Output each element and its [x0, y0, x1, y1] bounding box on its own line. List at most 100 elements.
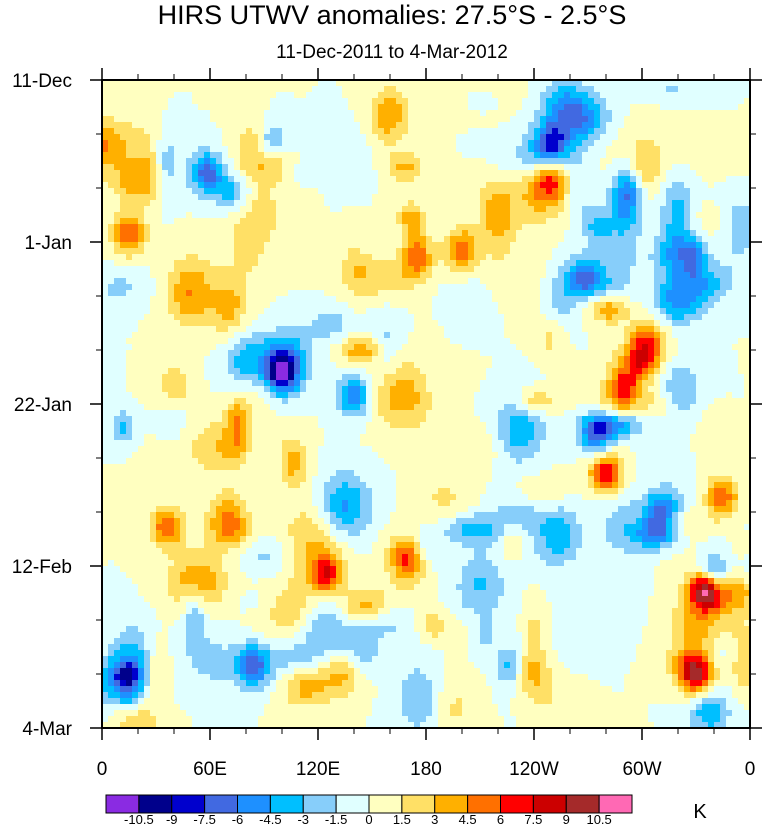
- heatmap-cell: [708, 98, 715, 105]
- heatmap-cell: [588, 242, 595, 249]
- heatmap-cell: [132, 356, 139, 363]
- heatmap-cell: [426, 170, 433, 177]
- heatmap-cell: [150, 128, 157, 135]
- heatmap-cell: [438, 104, 445, 111]
- heatmap-cell: [390, 188, 397, 195]
- heatmap-cell: [366, 284, 373, 291]
- heatmap-cell: [336, 86, 343, 93]
- heatmap-cell: [294, 344, 301, 351]
- heatmap-cell: [636, 152, 643, 159]
- heatmap-cell: [654, 266, 661, 273]
- heatmap-cell: [426, 344, 433, 351]
- heatmap-cell: [576, 248, 583, 255]
- heatmap-cell: [684, 338, 691, 345]
- heatmap-cell: [564, 200, 571, 207]
- heatmap-cell: [114, 128, 121, 135]
- heatmap-cell: [708, 206, 715, 213]
- heatmap-cell: [696, 326, 703, 333]
- heatmap-cell: [324, 320, 331, 327]
- heatmap-cell: [102, 248, 109, 255]
- heatmap-cell: [102, 134, 109, 141]
- heatmap-cell: [300, 350, 307, 357]
- heatmap-cell: [318, 176, 325, 183]
- heatmap-cell: [228, 236, 235, 243]
- heatmap-cell: [390, 218, 397, 225]
- heatmap-cell: [426, 254, 433, 261]
- heatmap-cell: [444, 146, 451, 153]
- heatmap-cell: [270, 194, 277, 201]
- heatmap-cell: [348, 158, 355, 165]
- heatmap-cell: [492, 128, 499, 135]
- heatmap-cell: [546, 224, 553, 231]
- heatmap-cell: [720, 158, 727, 165]
- heatmap-cell: [576, 314, 583, 321]
- heatmap-cell: [156, 314, 163, 321]
- heatmap-cell: [738, 98, 745, 105]
- heatmap-cell: [546, 254, 553, 261]
- heatmap-cell: [294, 116, 301, 123]
- heatmap-cell: [360, 224, 367, 231]
- heatmap-cell: [192, 344, 199, 351]
- heatmap-cell: [264, 248, 271, 255]
- heatmap-cell: [720, 104, 727, 111]
- heatmap-cell: [336, 260, 343, 267]
- heatmap-cell: [384, 128, 391, 135]
- heatmap-cell: [444, 218, 451, 225]
- heatmap-cell: [504, 206, 511, 213]
- heatmap-cell: [282, 308, 289, 315]
- heatmap-cell: [378, 332, 385, 339]
- heatmap-cell: [654, 284, 661, 291]
- heatmap-cell: [660, 158, 667, 165]
- heatmap-cell: [252, 122, 259, 129]
- heatmap-cell: [168, 242, 175, 249]
- heatmap-cell: [732, 152, 739, 159]
- heatmap-cell: [138, 266, 145, 273]
- heatmap-cell: [540, 254, 547, 261]
- heatmap-cell: [210, 194, 217, 201]
- heatmap-cell: [390, 314, 397, 321]
- heatmap-cell: [192, 272, 199, 279]
- heatmap-cell: [192, 212, 199, 219]
- heatmap-cell: [168, 140, 175, 147]
- heatmap-cell: [702, 338, 709, 345]
- heatmap-cell: [624, 344, 631, 351]
- heatmap-cell: [222, 308, 229, 315]
- heatmap-cell: [552, 152, 559, 159]
- heatmap-cell: [534, 116, 541, 123]
- heatmap-cell: [570, 152, 577, 159]
- heatmap-cell: [636, 80, 643, 87]
- heatmap-cell: [444, 176, 451, 183]
- heatmap-cell: [384, 314, 391, 321]
- heatmap-cell: [516, 290, 523, 297]
- heatmap-cell: [600, 224, 607, 231]
- heatmap-cell: [594, 260, 601, 267]
- heatmap-cell: [120, 236, 127, 243]
- heatmap-cell: [156, 152, 163, 159]
- heatmap-cell: [720, 338, 727, 345]
- heatmap-cell: [558, 134, 565, 141]
- heatmap-cell: [132, 350, 139, 357]
- heatmap-cell: [420, 116, 427, 123]
- heatmap-cell: [450, 296, 457, 303]
- heatmap-cell: [102, 272, 109, 279]
- heatmap-cell: [294, 134, 301, 141]
- heatmap-cell: [318, 212, 325, 219]
- heatmap-cell: [366, 248, 373, 255]
- heatmap-cell: [678, 314, 685, 321]
- heatmap-cell: [126, 116, 133, 123]
- heatmap-cell: [228, 230, 235, 237]
- chart-title: HIRS UTWV anomalies: 27.5°S - 2.5°S: [157, 0, 627, 30]
- heatmap-cell: [684, 212, 691, 219]
- heatmap-cell: [276, 104, 283, 111]
- heatmap-cell: [354, 158, 361, 165]
- heatmap-cell: [366, 170, 373, 177]
- heatmap-cell: [594, 194, 601, 201]
- heatmap-cell: [576, 80, 583, 87]
- heatmap-cell: [114, 338, 121, 345]
- heatmap-cell: [684, 290, 691, 297]
- heatmap-cell: [384, 188, 391, 195]
- heatmap-cell: [702, 332, 709, 339]
- heatmap-cell: [558, 296, 565, 303]
- heatmap-cell: [660, 272, 667, 279]
- heatmap-cell: [486, 188, 493, 195]
